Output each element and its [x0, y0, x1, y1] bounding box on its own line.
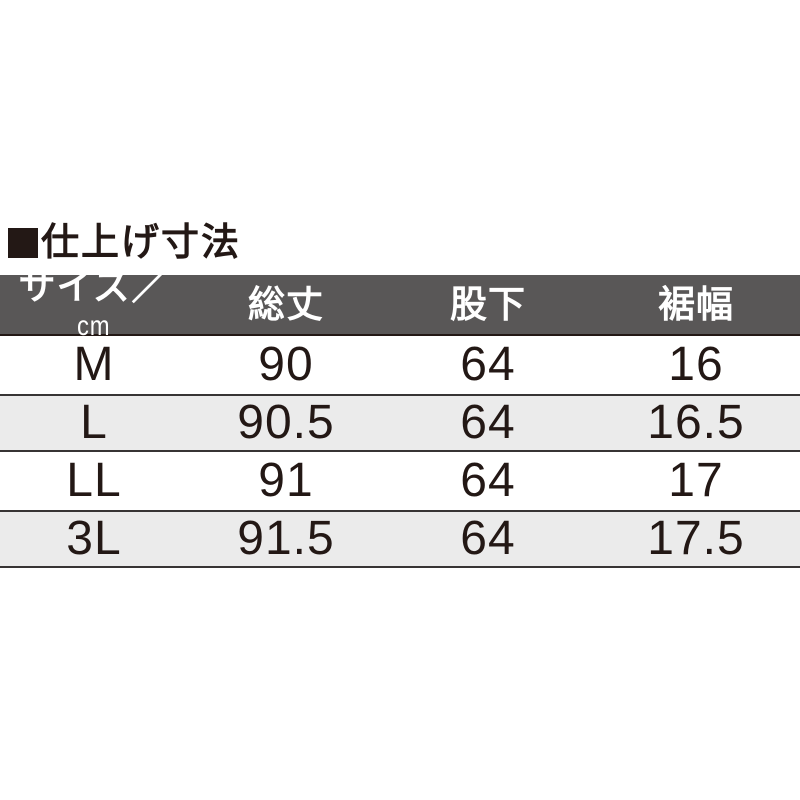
column-header-hem-width: 裾幅 [658, 284, 734, 325]
column-header-size: サイズ／cm [0, 268, 188, 342]
hem-width-cell: 16.5 [647, 396, 745, 449]
inseam-cell: 64 [460, 396, 516, 449]
column-header-total-length: 総丈 [248, 284, 324, 325]
total-length-cell: 90 [258, 338, 314, 391]
table-row-m: M 90 64 16 [0, 336, 800, 394]
total-length-cell: 90.5 [237, 396, 335, 449]
column-header-size-unit: cm [77, 309, 111, 341]
inseam-cell: 64 [460, 338, 516, 391]
section-heading-title: 仕上げ寸法 [41, 222, 242, 264]
size-spec-table: サイズ／cm 総丈 股下 裾幅 M 90 64 16 L 90.5 64 16.… [0, 268, 800, 568]
inseam-cell: 64 [460, 512, 516, 565]
section-heading: 仕上げ寸法 [8, 224, 241, 262]
size-cell: L [80, 396, 108, 449]
table-header-row: サイズ／cm 総丈 股下 裾幅 [0, 268, 800, 339]
size-cell: LL [66, 454, 122, 507]
table-row-3l: 3L 91.5 64 17.5 [0, 510, 800, 568]
column-header-inseam: 股下 [450, 284, 526, 325]
hem-width-cell: 17 [668, 454, 724, 507]
size-cell: 3L [66, 512, 122, 565]
total-length-cell: 91 [258, 454, 314, 507]
column-header-size-label: サイズ／ [18, 265, 170, 307]
table-row-ll: LL 91 64 17 [0, 452, 800, 510]
black-square-bullet-icon [8, 228, 38, 258]
hem-width-cell: 17.5 [647, 512, 745, 565]
inseam-cell: 64 [460, 454, 516, 507]
size-cell: M [73, 338, 115, 391]
hem-width-cell: 16 [668, 338, 724, 391]
total-length-cell: 91.5 [237, 512, 335, 565]
table-row-l: L 90.5 64 16.5 [0, 394, 800, 452]
